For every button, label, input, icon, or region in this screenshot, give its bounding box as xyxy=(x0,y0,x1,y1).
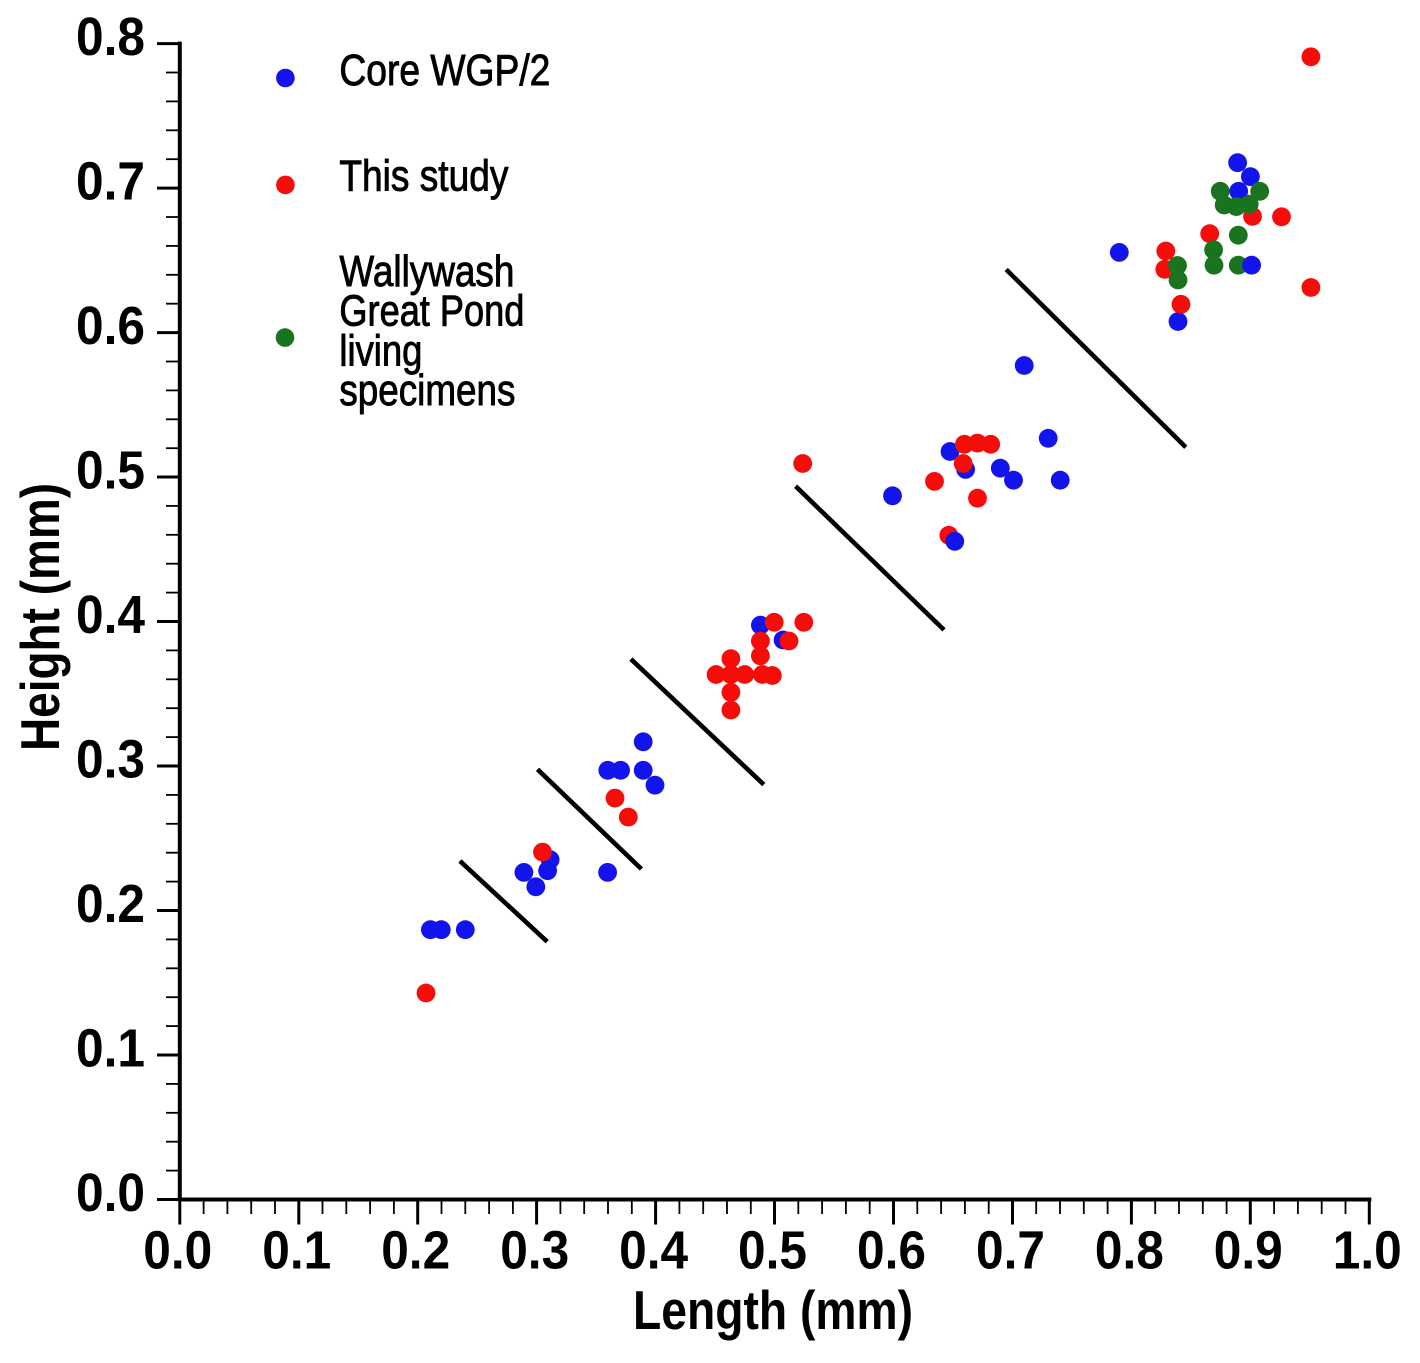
svg-text:0.0: 0.0 xyxy=(143,1220,212,1280)
svg-text:Great Pond: Great Pond xyxy=(339,288,524,336)
svg-text:0.9: 0.9 xyxy=(1214,1220,1283,1280)
svg-text:0.1: 0.1 xyxy=(76,1019,145,1079)
svg-text:Core WGP/2: Core WGP/2 xyxy=(339,47,550,95)
svg-text:0.3: 0.3 xyxy=(500,1220,569,1280)
svg-text:0.5: 0.5 xyxy=(738,1220,807,1280)
svg-text:0.2: 0.2 xyxy=(381,1220,450,1280)
svg-text:This study: This study xyxy=(339,153,508,201)
svg-text:living: living xyxy=(339,327,422,375)
svg-text:0.0: 0.0 xyxy=(76,1163,145,1223)
svg-text:0.6: 0.6 xyxy=(76,296,145,356)
svg-text:Height (mm): Height (mm) xyxy=(9,483,71,751)
svg-text:Length (mm): Length (mm) xyxy=(633,1279,913,1341)
svg-text:0.1: 0.1 xyxy=(262,1220,331,1280)
svg-text:0.6: 0.6 xyxy=(857,1220,926,1280)
svg-text:0.3: 0.3 xyxy=(76,730,145,790)
svg-text:specimens: specimens xyxy=(339,367,515,415)
svg-text:0.4: 0.4 xyxy=(76,585,145,645)
svg-text:0.7: 0.7 xyxy=(976,1220,1045,1280)
svg-text:0.4: 0.4 xyxy=(619,1220,688,1280)
svg-text:0.2: 0.2 xyxy=(76,874,145,934)
svg-text:0.7: 0.7 xyxy=(76,152,145,212)
svg-text:0.8: 0.8 xyxy=(1095,1220,1164,1280)
svg-text:1.0: 1.0 xyxy=(1333,1220,1402,1280)
svg-text:0.5: 0.5 xyxy=(76,441,145,501)
svg-text:0.8: 0.8 xyxy=(76,7,145,67)
svg-text:Wallywash: Wallywash xyxy=(339,248,514,296)
